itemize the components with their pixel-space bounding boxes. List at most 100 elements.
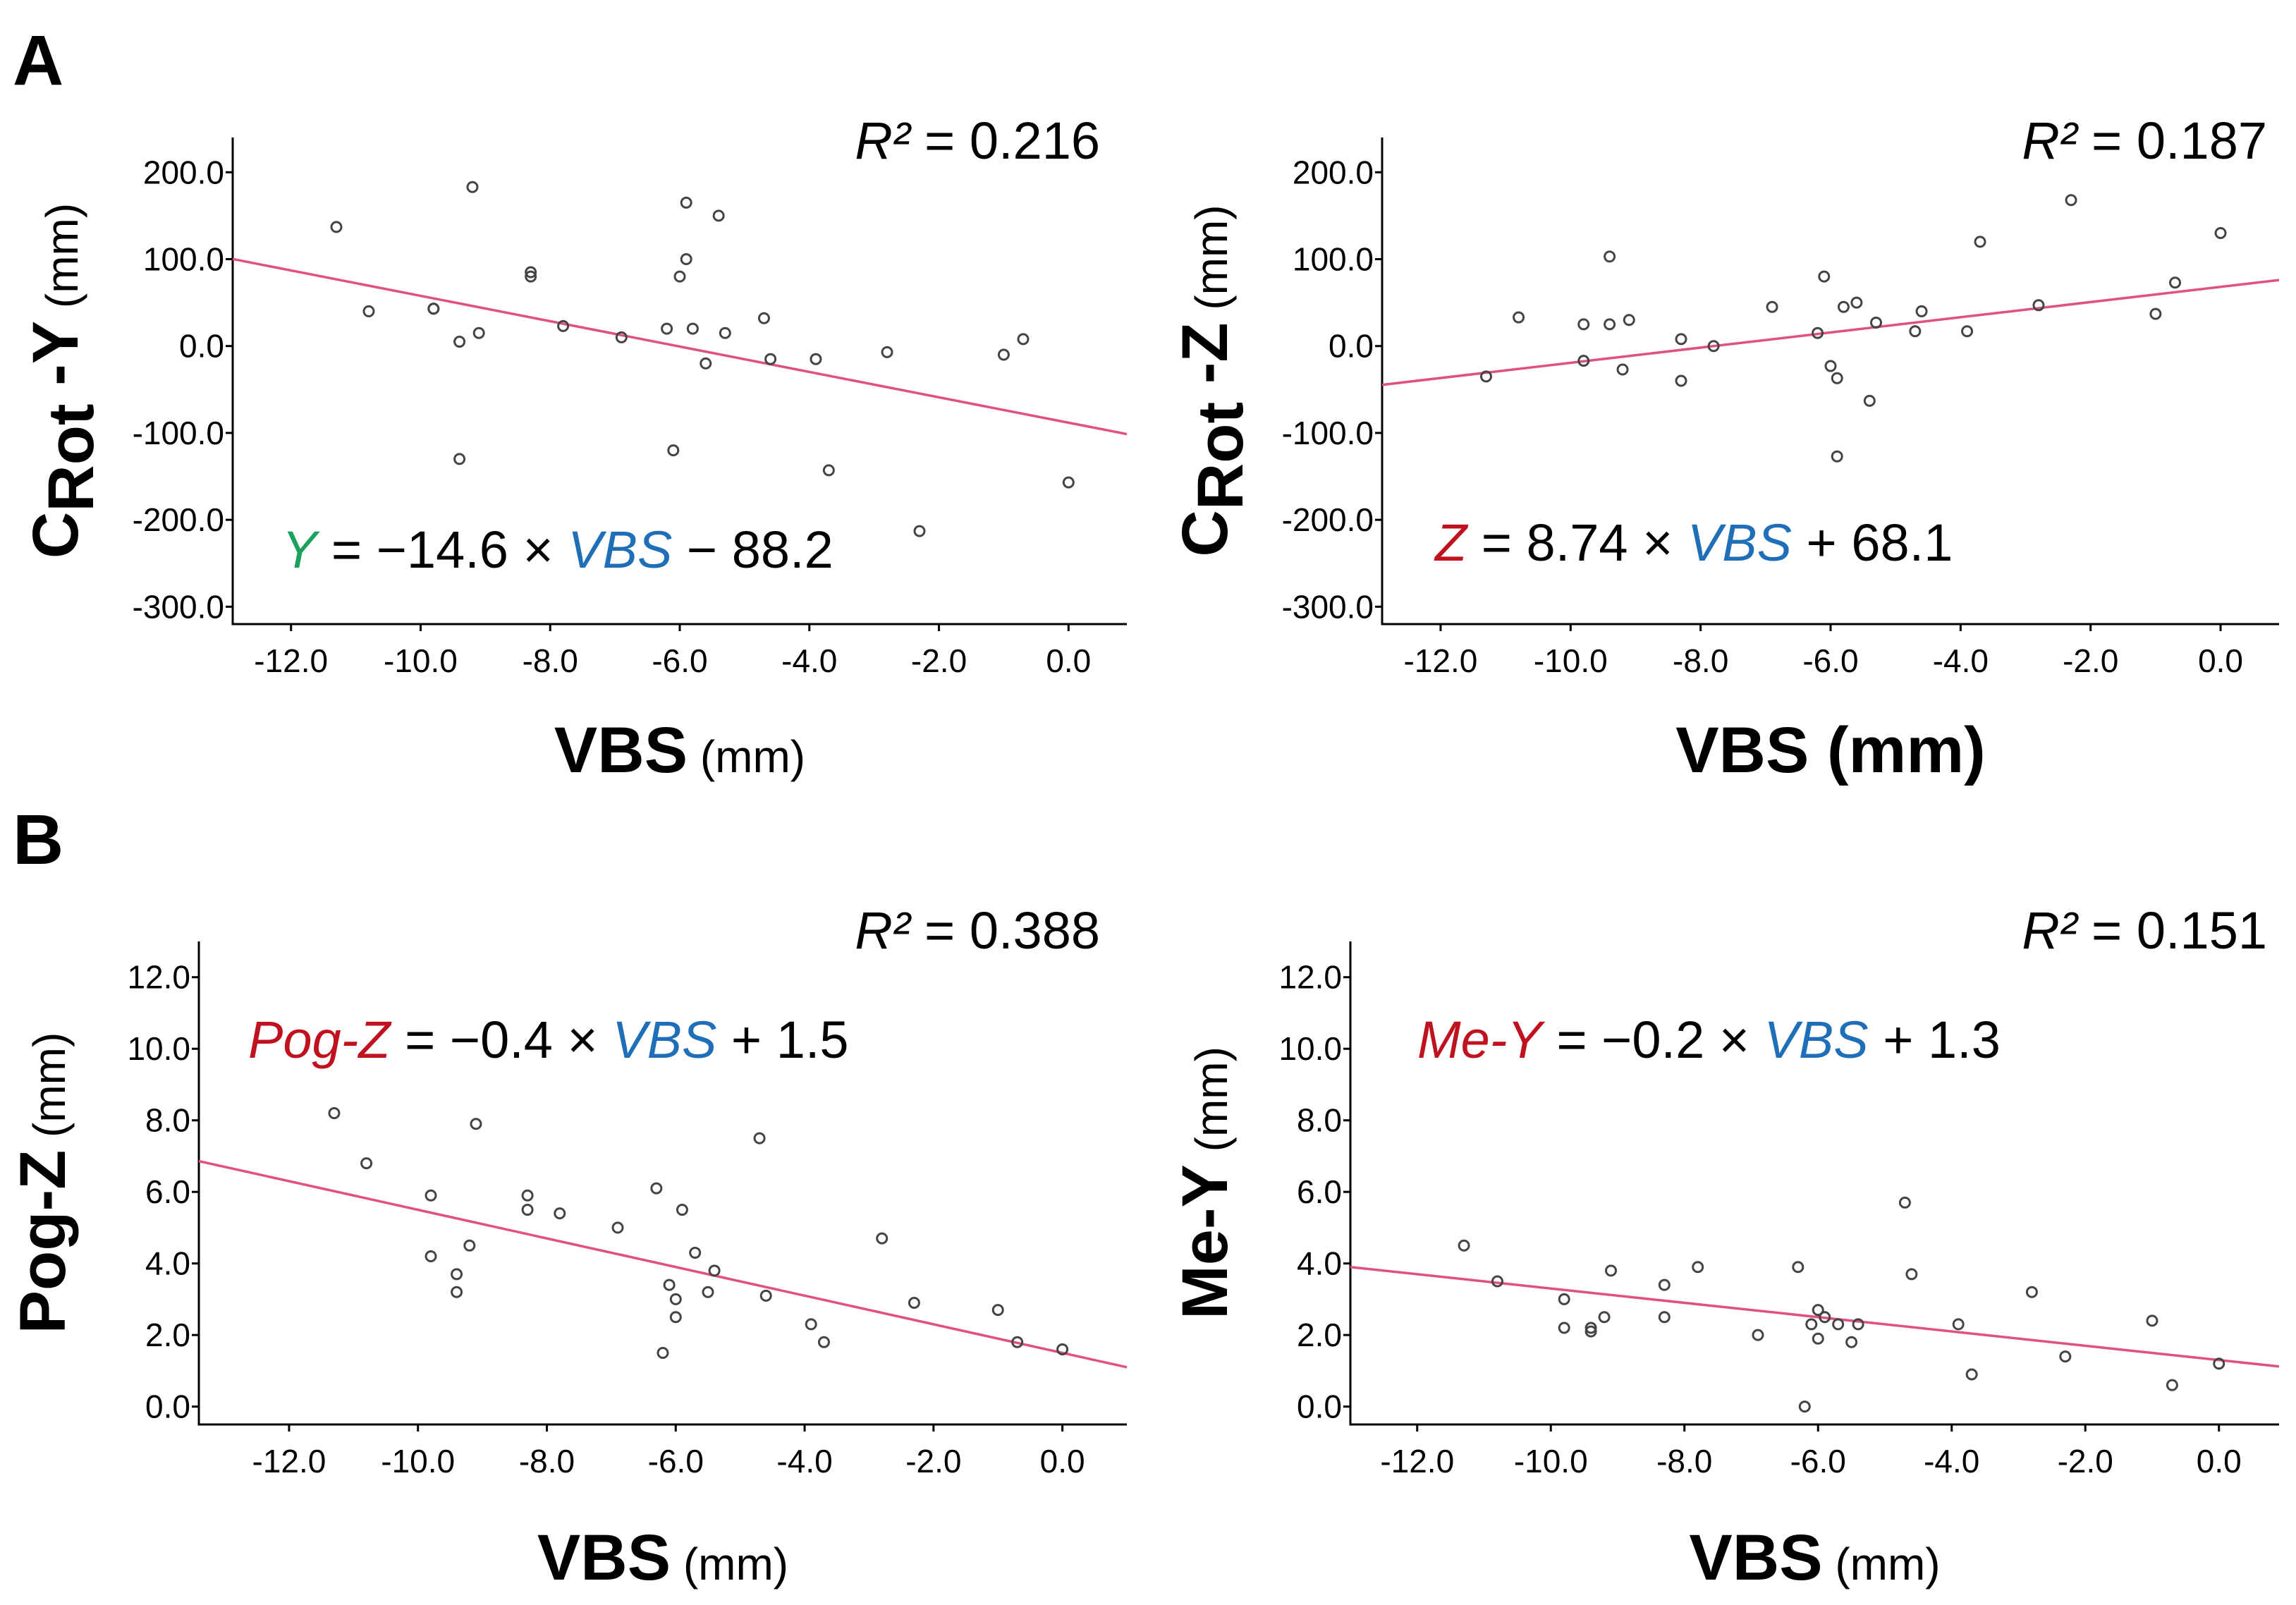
data-point xyxy=(1458,1239,1470,1252)
x-tick-label: -6.0 xyxy=(652,642,707,679)
x-axis-title-unit: (mm) xyxy=(671,1539,788,1589)
x-tick-label: -10.0 xyxy=(1514,1443,1588,1479)
data-point xyxy=(1491,1275,1503,1288)
y-tick-label: -100.0 xyxy=(1282,415,1374,451)
x-tick-label: -4.0 xyxy=(776,1443,832,1479)
data-point xyxy=(1011,1336,1024,1348)
regression-equation: Me-Y = −0.2 × VBS + 1.3 xyxy=(1417,1011,2001,1069)
equation-lhs: Me-Y xyxy=(1417,1011,1545,1069)
equation-mid: = −0.2 × xyxy=(1542,1011,1764,1069)
data-point xyxy=(557,319,570,332)
y-axis-title-suffix: -Z xyxy=(1169,322,1241,401)
data-point xyxy=(689,1246,702,1259)
r-squared-label: R² = 0.187 xyxy=(2022,111,2267,170)
data-point xyxy=(908,1296,920,1309)
data-point xyxy=(686,322,699,335)
x-axis-title: VBS (mm) xyxy=(537,1522,788,1594)
data-point xyxy=(680,253,692,265)
y-tick-label: 10.0 xyxy=(127,1030,190,1067)
data-point xyxy=(453,336,466,348)
data-point xyxy=(1707,340,1720,353)
y-tick-label: 0.0 xyxy=(145,1389,190,1425)
data-point xyxy=(1792,1261,1805,1274)
y-tick-label: -200.0 xyxy=(133,501,224,538)
data-point xyxy=(822,464,835,477)
data-point xyxy=(663,1278,676,1291)
x-tick-label: -6.0 xyxy=(648,1443,704,1479)
data-point xyxy=(1584,1322,1597,1334)
data-point xyxy=(1558,1322,1570,1334)
x-tick-label: -4.0 xyxy=(1933,642,1989,679)
equation-variable: VBS xyxy=(568,520,672,579)
data-point xyxy=(1863,394,1876,407)
data-point xyxy=(1623,314,1635,327)
y-axis-title-subscript: Rot xyxy=(35,403,107,511)
data-point xyxy=(680,196,692,209)
x-tick-label: -4.0 xyxy=(781,642,837,679)
data-point xyxy=(757,312,770,324)
x-axis-title-main: VBS xyxy=(1689,1522,1822,1594)
chart-3: 12.0 10.0 8.0 6.0 4.0 2.0 0.0 -12.0 -10.0 -8.0 -6.… xyxy=(7,901,1128,1594)
data-point xyxy=(1819,1311,1831,1324)
data-point xyxy=(453,453,466,465)
data-point xyxy=(1605,1264,1618,1277)
data-point xyxy=(997,348,1010,361)
data-point xyxy=(1805,1318,1818,1331)
y-axis-title-subscript: Rot xyxy=(1185,402,1257,510)
x-tick-label: -4.0 xyxy=(1924,1443,1979,1479)
data-point xyxy=(1604,318,1616,331)
x-tick-label: -6.0 xyxy=(1802,642,1858,679)
y-axis-title-unit: (mm) xyxy=(24,1032,75,1150)
data-point xyxy=(764,353,777,365)
equation-lhs: Pog-Z xyxy=(248,1011,392,1069)
data-point xyxy=(1692,1261,1704,1274)
equation-mid: = −0.4 × xyxy=(391,1011,613,1069)
data-point xyxy=(525,266,537,279)
y-tick-label: -100.0 xyxy=(133,415,224,451)
r-squared-symbol: R² xyxy=(855,901,911,960)
x-tick-label: -12.0 xyxy=(254,642,328,679)
y-tick-label: 6.0 xyxy=(145,1173,190,1210)
data-point xyxy=(1812,1304,1824,1317)
data-point xyxy=(1832,1318,1845,1331)
y-tick-label: -300.0 xyxy=(1282,588,1374,625)
data-point xyxy=(2032,299,2045,312)
x-axis-title-main: VBS xyxy=(554,714,688,786)
data-point xyxy=(650,1182,663,1195)
y-axis-title-unit: (mm) xyxy=(37,203,87,321)
data-point xyxy=(913,525,926,537)
y-axis-title: Pog-Z (mm) xyxy=(7,1032,79,1334)
data-point xyxy=(1675,333,1687,346)
x-tick-label: -6.0 xyxy=(1790,1443,1846,1479)
x-axis-title-unit: (mm) xyxy=(1809,714,1985,786)
y-tick-label: 8.0 xyxy=(1297,1102,1342,1139)
x-tick-label: -2.0 xyxy=(2063,642,2118,679)
data-point xyxy=(759,1289,772,1302)
data-point xyxy=(362,305,375,317)
axes xyxy=(231,138,1127,625)
x-tick-label: -12.0 xyxy=(1404,642,1478,679)
data-point xyxy=(876,1232,889,1245)
data-point xyxy=(991,1304,1004,1317)
y-tick-label: 6.0 xyxy=(1297,1173,1342,1210)
equation-rhs: + 1.5 xyxy=(716,1011,848,1069)
x-tick-label: -8.0 xyxy=(1673,642,1728,679)
data-point xyxy=(2214,227,2227,240)
x-tick-label: -8.0 xyxy=(519,1443,575,1479)
equation-variable: VBS xyxy=(1764,1011,1869,1069)
y-tick-label: -200.0 xyxy=(1282,501,1374,538)
regression-line xyxy=(1381,279,2280,386)
axes xyxy=(1349,941,2279,1426)
y-tick-label: 12.0 xyxy=(127,959,190,996)
y-axis-title: CRot -Z (mm) xyxy=(1169,205,1257,556)
y-axis-title-suffix: -Y xyxy=(20,321,92,404)
panel-label-b: B xyxy=(13,800,63,879)
data-point xyxy=(466,181,479,193)
equation-rhs: − 88.2 xyxy=(672,520,833,579)
data-point xyxy=(1577,355,1590,367)
data-point xyxy=(1616,363,1629,376)
y-tick-label: 0.0 xyxy=(179,328,224,365)
data-point xyxy=(1850,296,1863,309)
data-point xyxy=(702,1286,714,1298)
data-point xyxy=(425,1250,437,1263)
